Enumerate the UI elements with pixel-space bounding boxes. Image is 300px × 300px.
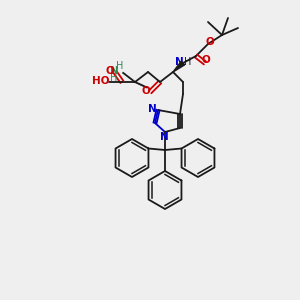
Text: H: H (116, 61, 124, 71)
Text: H: H (110, 73, 118, 83)
Text: O: O (206, 37, 214, 47)
Text: H: H (184, 57, 192, 67)
Text: HO: HO (92, 76, 110, 86)
Text: N: N (110, 66, 118, 76)
Text: O: O (106, 66, 114, 76)
Text: N: N (160, 132, 168, 142)
Polygon shape (173, 61, 185, 72)
Text: O: O (142, 86, 150, 96)
Text: O: O (202, 55, 210, 65)
Text: N: N (175, 57, 183, 67)
Text: N: N (148, 104, 156, 114)
